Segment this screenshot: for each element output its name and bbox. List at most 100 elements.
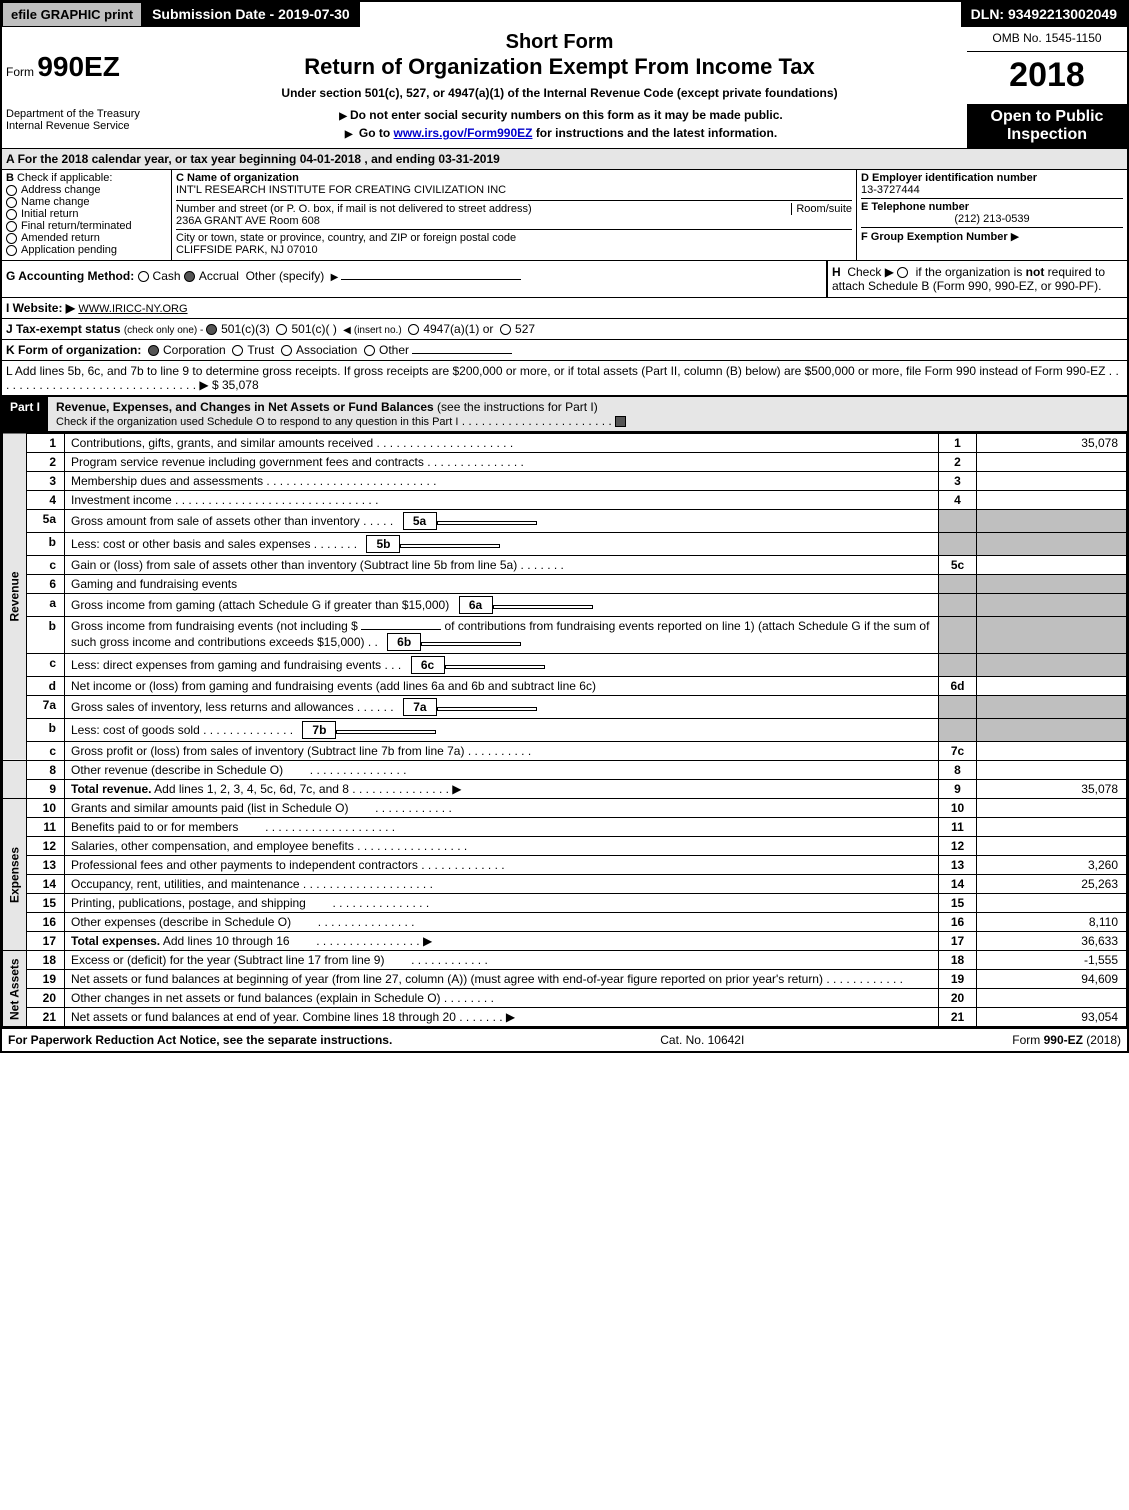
- ln-10-amt: [977, 799, 1127, 818]
- opt-accrual: Accrual: [199, 269, 239, 283]
- ln-13-amt: 3,260: [977, 856, 1127, 875]
- check-4947[interactable]: [408, 324, 419, 335]
- ln-21-no: 21: [27, 1008, 65, 1027]
- ln-20-box: 20: [939, 989, 977, 1008]
- tax-year-end: 03-31-2019: [438, 152, 499, 166]
- website[interactable]: WWW.IRICC-NY.ORG: [78, 303, 187, 315]
- ln-7b-desc: Less: cost of goods sold: [71, 723, 200, 737]
- opt-app-pending: Application pending: [21, 244, 117, 256]
- opt-501c: 501(c)( ): [291, 322, 336, 336]
- check-schedule-b[interactable]: [897, 267, 908, 278]
- part-1-table: Revenue 1 Contributions, gifts, grants, …: [2, 432, 1127, 1027]
- ln-6a-subval: [493, 605, 593, 609]
- opt-amended: Amended return: [21, 232, 100, 244]
- form-subtitle: Under section 501(c), 527, or 4947(a)(1)…: [158, 86, 961, 100]
- form-title-short: Short Form: [158, 31, 961, 54]
- opt-initial-return: Initial return: [21, 208, 78, 220]
- check-accrual[interactable]: [184, 271, 195, 282]
- form-header: Form 990EZ Short Form Return of Organiza…: [2, 27, 1127, 148]
- ln-4-desc: Investment income: [71, 493, 172, 507]
- opt-other: Other (specify): [246, 269, 325, 283]
- side-expenses: Expenses: [3, 799, 27, 951]
- ln-11-no: 11: [27, 818, 65, 837]
- check-other-org[interactable]: [364, 345, 375, 356]
- ln-6c-desc: Less: direct expenses from gaming and fu…: [71, 658, 381, 672]
- ln-7c-box: 7c: [939, 742, 977, 761]
- check-name-change[interactable]: [6, 197, 17, 208]
- ln-7a-subval: [437, 707, 537, 711]
- ln-1-box: 1: [939, 433, 977, 453]
- ln-3-box: 3: [939, 472, 977, 491]
- ssn-warning: Do not enter social security numbers on …: [350, 108, 783, 122]
- line-h-label: H: [832, 265, 841, 279]
- box-b-label: Check if applicable:: [17, 172, 112, 184]
- check-corp[interactable]: [148, 345, 159, 356]
- irs-link[interactable]: www.irs.gov/Form990EZ: [394, 126, 533, 140]
- ln-6-no: 6: [27, 575, 65, 594]
- ln-15-desc: Printing, publications, postage, and shi…: [71, 896, 306, 910]
- check-trust[interactable]: [232, 345, 243, 356]
- line-j-note: (check only one) -: [124, 325, 206, 336]
- ln-9-no: 9: [27, 780, 65, 799]
- line-i: I Website: ▶ WWW.IRICC-NY.ORG: [2, 298, 1127, 319]
- check-address-change[interactable]: [6, 185, 17, 196]
- ln-20-no: 20: [27, 989, 65, 1008]
- ln-17-amt: 36,633: [977, 932, 1127, 951]
- ln-6b-no: b: [27, 617, 65, 654]
- ln-6c-subval: [445, 665, 545, 669]
- form-title-main: Return of Organization Exempt From Incom…: [158, 54, 961, 80]
- check-501c3[interactable]: [206, 324, 217, 335]
- ln-15-box: 15: [939, 894, 977, 913]
- ln-4-amt: [977, 491, 1127, 510]
- ln-14-no: 14: [27, 875, 65, 894]
- ln-19-amt: 94,609: [977, 970, 1127, 989]
- ln-8-no: 8: [27, 761, 65, 780]
- ln-14-amt: 25,263: [977, 875, 1127, 894]
- ln-5a-sub: 5a: [403, 512, 437, 530]
- tax-year-begin: 04-01-2018: [300, 152, 361, 166]
- ln-5c-box: 5c: [939, 556, 977, 575]
- ln-16-no: 16: [27, 913, 65, 932]
- line-k: K Form of organization: Corporation Trus…: [2, 340, 1127, 361]
- top-bar: efile GRAPHIC print Submission Date - 20…: [2, 2, 1127, 27]
- ln-6d-no: d: [27, 677, 65, 696]
- line-l-text: L Add lines 5b, 6c, and 7b to line 9 to …: [6, 364, 1105, 378]
- check-527[interactable]: [500, 324, 511, 335]
- ln-19-no: 19: [27, 970, 65, 989]
- ln-17-no: 17: [27, 932, 65, 951]
- line-l-amount: $ 35,078: [212, 378, 259, 392]
- line-h-text2: if the organization is: [916, 265, 1026, 279]
- ln-6-desc: Gaming and fundraising events: [65, 575, 939, 594]
- ln-6a-desc: Gross income from gaming (attach Schedul…: [71, 598, 449, 612]
- ln-11-box: 11: [939, 818, 977, 837]
- part-1-title: Revenue, Expenses, and Changes in Net As…: [56, 400, 434, 414]
- check-501c[interactable]: [276, 324, 287, 335]
- opt-assoc: Association: [296, 343, 357, 357]
- form-prefix: Form: [6, 65, 34, 79]
- footer-right: Form 990-EZ (2018): [1012, 1033, 1121, 1047]
- dln-number: DLN: 93492213002049: [961, 2, 1127, 27]
- check-cash[interactable]: [138, 271, 149, 282]
- check-final-return[interactable]: [6, 221, 17, 232]
- ln-8-desc: Other revenue (describe in Schedule O): [71, 763, 283, 777]
- efile-print-button[interactable]: efile GRAPHIC print: [2, 2, 142, 27]
- ln-8-amt: [977, 761, 1127, 780]
- telephone: (212) 213-0539: [861, 213, 1123, 225]
- ln-5c-no: c: [27, 556, 65, 575]
- ln-7a-sub: 7a: [403, 698, 437, 716]
- line-h-not: not: [1026, 265, 1045, 279]
- ln-11-amt: [977, 818, 1127, 837]
- ln-18-no: 18: [27, 951, 65, 970]
- check-amended[interactable]: [6, 233, 17, 244]
- part-1-label: Part I: [2, 397, 48, 431]
- omb-number: OMB No. 1545-1150: [992, 31, 1101, 45]
- ln-5c-amt: [977, 556, 1127, 575]
- dept-treasury: Department of the Treasury: [6, 108, 148, 120]
- check-assoc[interactable]: [281, 345, 292, 356]
- check-app-pending[interactable]: [6, 245, 17, 256]
- submission-date: Submission Date - 2019-07-30: [142, 2, 360, 27]
- ln-16-box: 16: [939, 913, 977, 932]
- ln-7a-no: 7a: [27, 696, 65, 719]
- check-schedule-o[interactable]: [615, 416, 626, 427]
- check-initial-return[interactable]: [6, 209, 17, 220]
